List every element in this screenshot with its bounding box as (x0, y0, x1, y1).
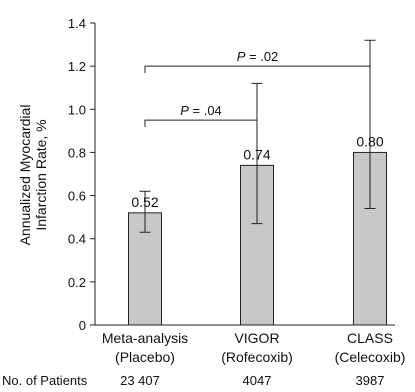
bar-value-label: 0.52 (131, 194, 158, 210)
x-tick-label-line-1: Meta-analysis (102, 330, 188, 346)
x-tick-label-line-2: (Placebo) (115, 349, 175, 365)
bar (240, 164, 274, 326)
y-axis-label: Annualized Myocardial Infarction Rate, % (17, 105, 49, 246)
bar-value-label: 0.80 (356, 133, 383, 149)
p-value-label: P = .02 (237, 49, 279, 64)
y-tick-label: 0.4 (68, 232, 86, 247)
y-tick-label: 1.0 (68, 102, 86, 117)
comparison-bracket: P = .04 (144, 103, 258, 128)
p-value-label: P = .04 (180, 103, 222, 118)
comparison-brackets: P = .04 P = .02 (144, 49, 371, 128)
y-tick-label: 1.2 (68, 59, 86, 74)
y-tick-label: 0.8 (68, 145, 86, 160)
patients-row: No. of Patients 23 407 4047 3987 (2, 373, 384, 388)
y-tick-label: 0.2 (68, 275, 86, 290)
y-tick-label: 0 (79, 318, 86, 333)
patients-count: 3987 (356, 373, 385, 388)
y-tick-label: 1.4 (68, 16, 86, 31)
x-tick-label-line-1: CLASS (347, 330, 393, 346)
bracket-line (144, 65, 371, 74)
y-axis-label-line-1: Annualized Myocardial (17, 105, 33, 246)
x-tick-label-line-1: VIGOR (234, 330, 279, 346)
patients-count: 4047 (243, 373, 272, 388)
bar-value-label: 0.74 (243, 146, 270, 162)
x-tick-label-line-2: (Celecoxib) (335, 349, 406, 365)
y-ticks: 0 0.2 0.4 0.6 0.8 1.0 1.2 1.4 (68, 16, 95, 333)
y-axis-label-line-2: Infarction Rate, % (33, 119, 49, 230)
x-tick-label-line-2: (Rofecoxib) (221, 349, 293, 365)
bar (353, 151, 387, 326)
x-tick-labels: Meta-analysis (Placebo) VIGOR (Rofecoxib) CL… (102, 330, 406, 365)
bracket-line (144, 119, 258, 128)
patients-row-label: No. of Patients (2, 373, 88, 388)
patients-count: 23 407 (120, 373, 160, 388)
comparison-bracket: P = .02 (144, 49, 371, 74)
bars: 0.52 0.74 0.80 (128, 39, 387, 326)
y-tick-label: 0.6 (68, 189, 86, 204)
